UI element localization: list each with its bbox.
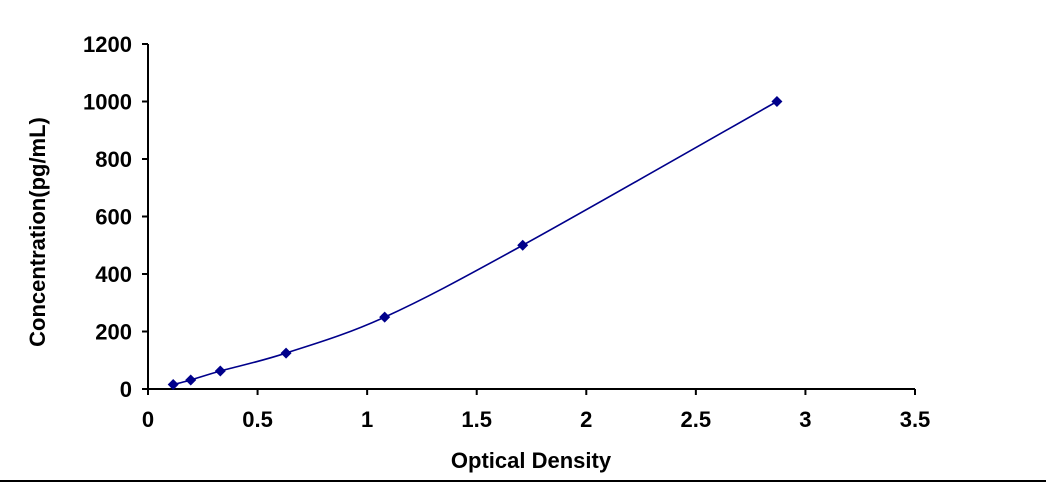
y-tick-label: 1000 bbox=[83, 90, 132, 115]
data-point bbox=[517, 239, 529, 251]
bottom-border bbox=[0, 480, 1046, 482]
data-point bbox=[185, 374, 197, 386]
data-markers bbox=[167, 96, 783, 391]
y-tick-label: 800 bbox=[95, 147, 132, 172]
x-tick-label: 3.5 bbox=[900, 407, 931, 432]
y-tick-label: 1200 bbox=[83, 32, 132, 57]
data-point bbox=[167, 379, 179, 391]
y-tick-label: 0 bbox=[120, 377, 132, 402]
data-point bbox=[214, 365, 226, 377]
x-tick-label: 0.5 bbox=[242, 407, 273, 432]
x-ticks: 0 0.5 1 1.5 2 2.5 3 3.5 bbox=[142, 389, 930, 432]
x-tick-label: 0 bbox=[142, 407, 154, 432]
y-tick-label: 400 bbox=[95, 262, 132, 287]
x-tick-label: 2.5 bbox=[681, 407, 712, 432]
data-point bbox=[280, 347, 292, 359]
data-point bbox=[379, 311, 391, 323]
data-point bbox=[771, 96, 783, 107]
y-ticks: 0 200 400 600 800 1000 1200 bbox=[83, 32, 148, 402]
x-tick-label: 2 bbox=[580, 407, 592, 432]
x-tick-label: 1 bbox=[361, 407, 373, 432]
y-tick-label: 600 bbox=[95, 205, 132, 230]
axes bbox=[147, 44, 915, 390]
y-tick-label: 200 bbox=[95, 320, 132, 345]
y-axis-title: Concentration(pg/mL) bbox=[25, 117, 50, 347]
x-axis-title: Optical Density bbox=[451, 448, 612, 473]
x-tick-label: 1.5 bbox=[461, 407, 492, 432]
series-line bbox=[173, 100, 778, 386]
x-tick-label: 3 bbox=[799, 407, 811, 432]
